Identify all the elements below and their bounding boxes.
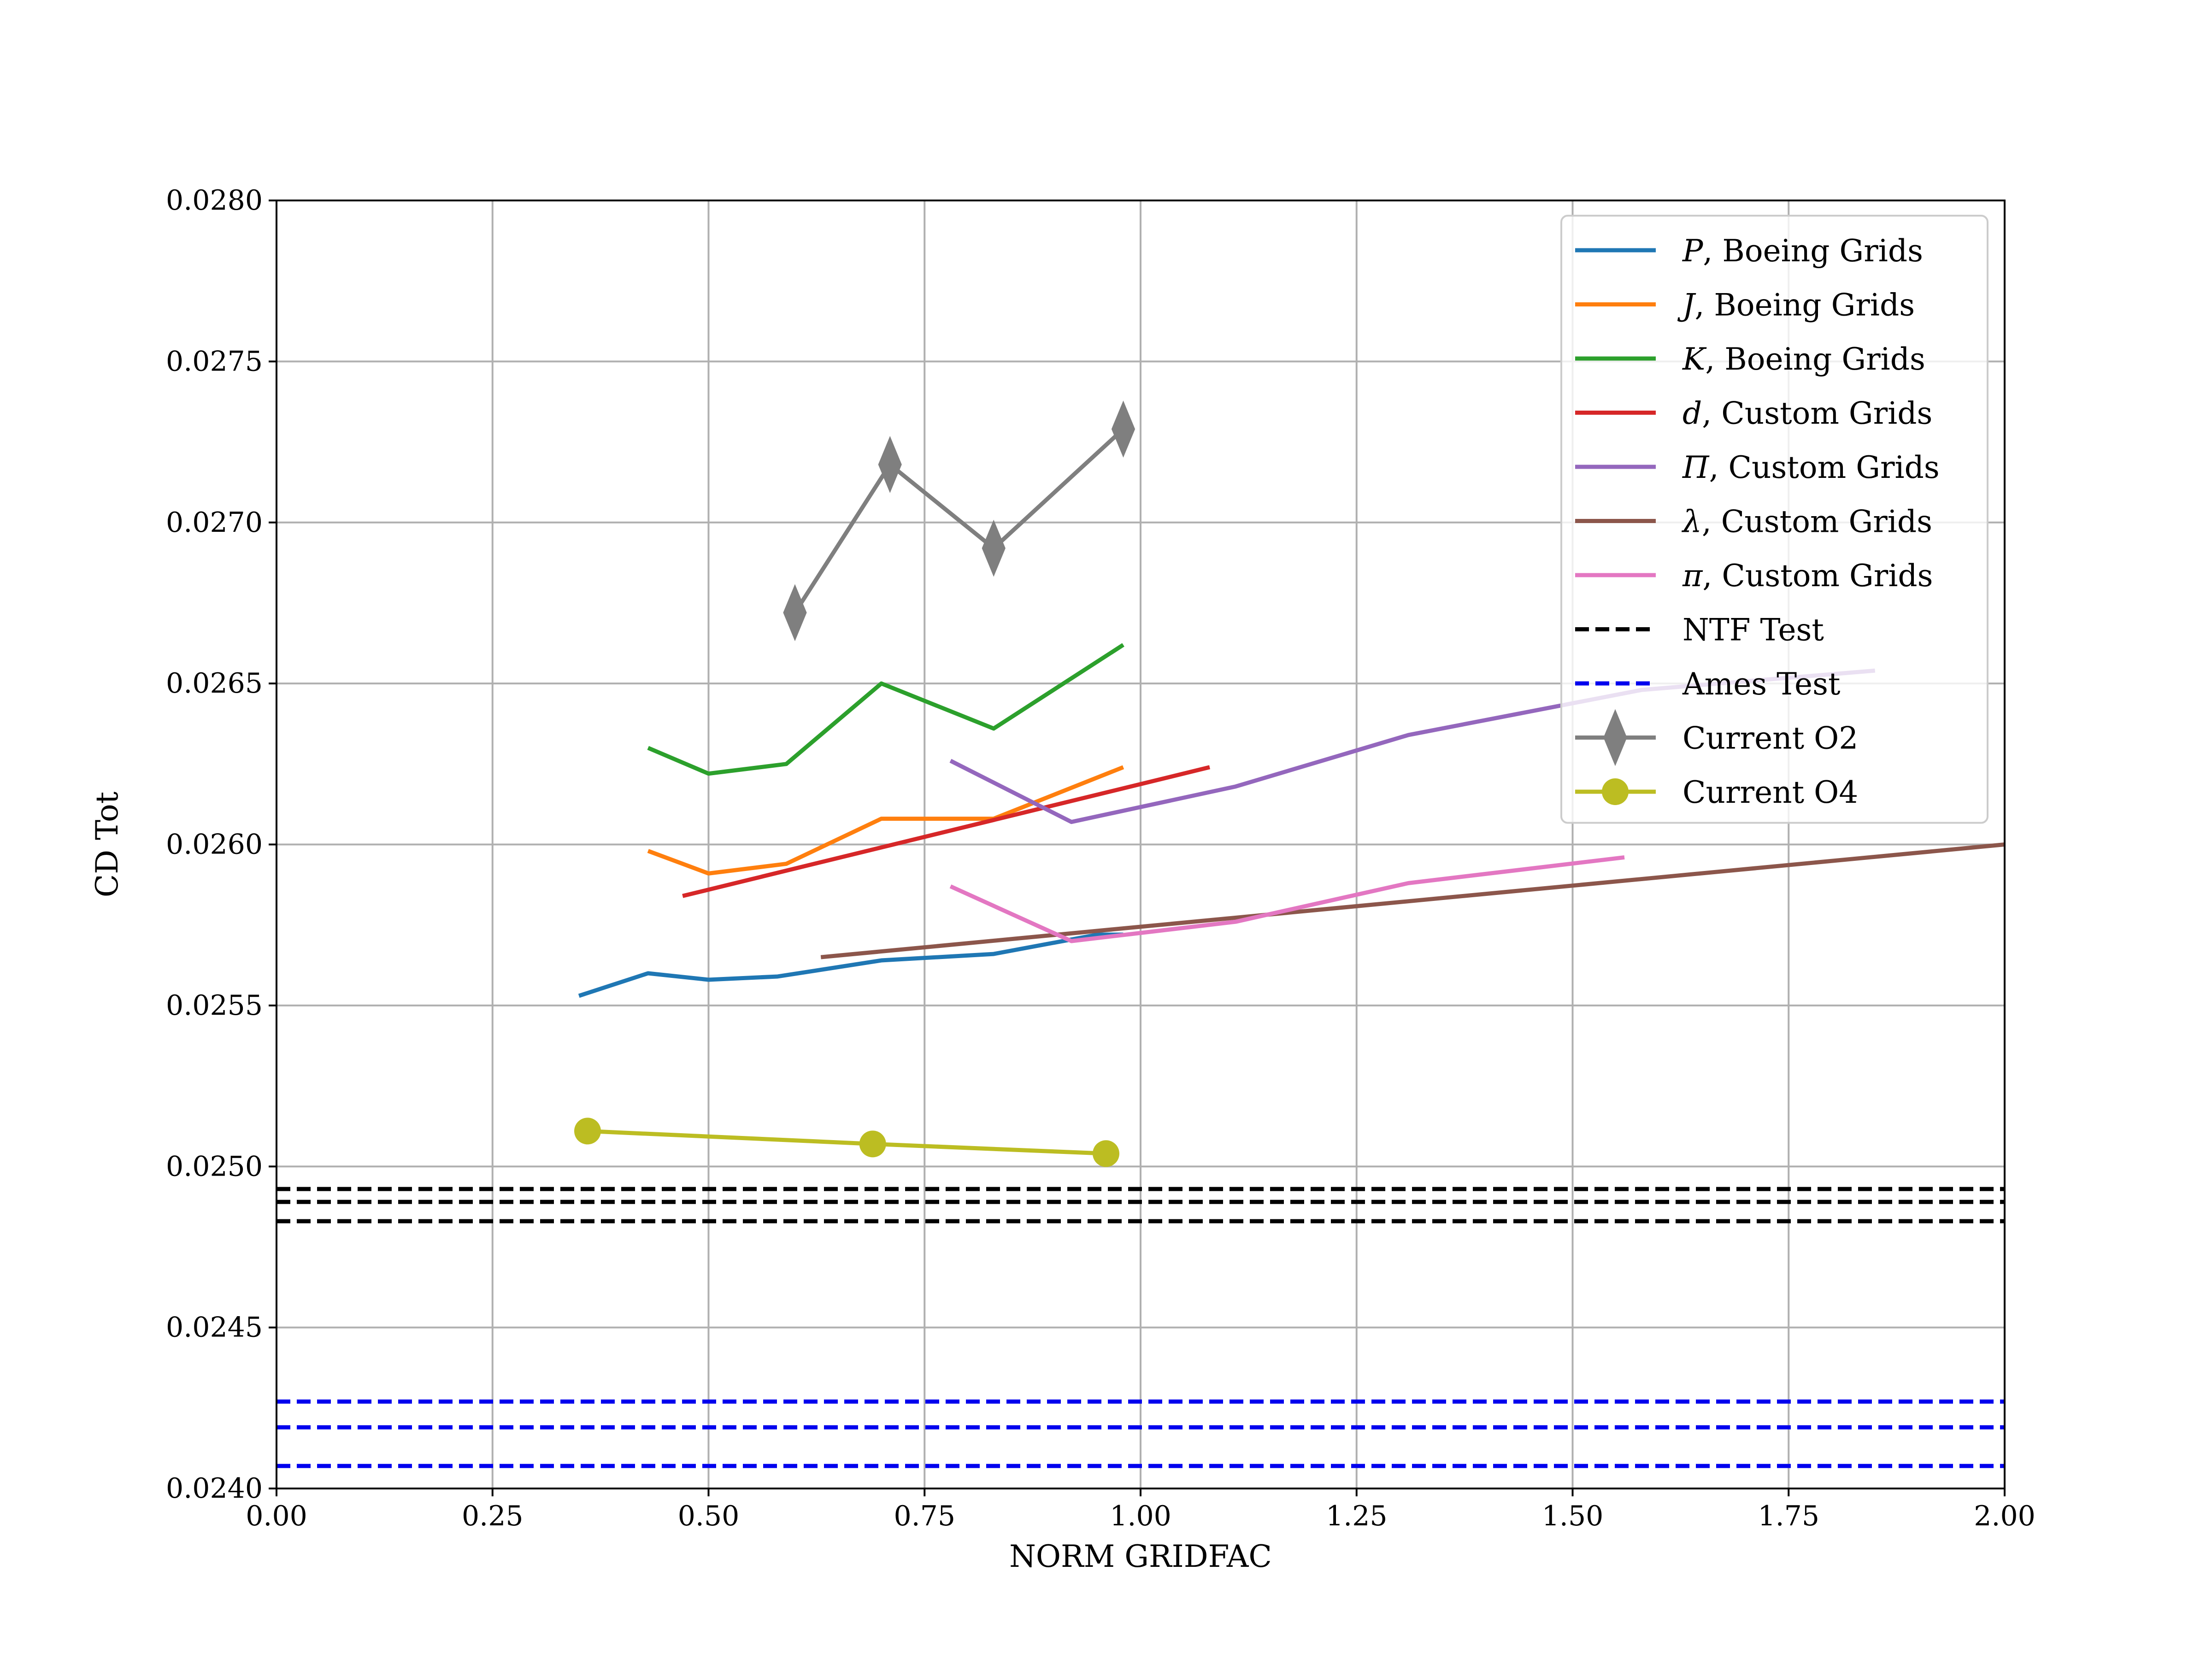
data-point-diamond [982,519,1006,577]
series-8-ames-test [276,1399,2005,1468]
legend-label: π, Custom Grids [1682,558,1933,594]
legend-symbol: K [1682,341,1707,377]
ticks: 0.00 0.25 0.50 0.75 1.00 1.25 1.50 1.75 2.00 0.02… [166,184,2036,1532]
legend-label: d, Custom Grids [1683,396,1932,431]
legend-suffix: , Boeing Grids [1694,288,1915,323]
data-point-circle [1602,778,1629,805]
series-line [682,765,1211,898]
y-tick-label: 0.0260 [166,829,263,861]
legend-label: λ, Custom Grids [1681,504,1932,540]
legend-suffix: Current O2 [1683,721,1858,756]
x-tick-label: 2.00 [1974,1500,2036,1532]
series-3-custom-grids [682,765,1211,898]
series-line [578,932,1124,998]
legend-symbol: π [1682,558,1703,594]
legend-symbol: P [1682,233,1704,269]
legend-item: K, Boeing Grids [1575,341,1925,377]
legend-item: J, Boeing Grids [1575,288,1915,323]
x-tick-label: 0.00 [246,1500,307,1532]
legend-label: Ames Test [1682,666,1841,702]
series-10-current-o4 [574,1118,1119,1167]
legend-label: NTF Test [1683,612,1824,648]
legend-label: J, Boeing Grids [1677,288,1915,323]
x-tick-label: 0.25 [462,1500,524,1532]
legend-suffix: Ames Test [1682,666,1841,702]
legend-item: P, Boeing Grids [1575,233,1923,269]
x-tick-label: 0.50 [678,1500,740,1532]
data-point-diamond [878,436,902,493]
y-tick-label: 0.0250 [166,1150,263,1182]
series-line [647,765,1124,876]
legend-item: Current O4 [1575,775,1858,810]
y-tick-label: 0.0255 [166,989,263,1022]
series-6-custom-grids [949,855,1625,943]
legend-symbol: d [1683,396,1702,431]
x-tick-label: 1.25 [1326,1500,1388,1532]
legend-item: Current O2 [1575,709,1858,766]
legend-item: λ, Custom Grids [1575,504,1932,540]
data-point-circle [1093,1140,1119,1167]
legend-suffix: , Boeing Grids [1703,233,1923,269]
legend-item: Ames Test [1575,666,1841,702]
legend-suffix: , Custom Grids [1709,450,1940,485]
series-0-boeing-grids [578,932,1124,998]
y-tick-label: 0.0245 [166,1312,263,1344]
y-tick-label: 0.0275 [166,345,263,377]
data-point-diamond [783,584,807,641]
data-point-diamond [1111,400,1135,458]
legend-suffix: , Boeing Grids [1705,341,1925,377]
legend-label: Current O4 [1683,775,1858,810]
legend-suffix: , Custom Grids [1702,396,1932,431]
legend-suffix: NTF Test [1683,612,1824,648]
x-axis-label: NORM GRIDFAC [1009,1539,1272,1574]
data-point-circle [859,1130,886,1158]
legend-item: NTF Test [1575,612,1824,648]
legend-item: Π, Custom Grids [1575,450,1940,485]
legend-item: d, Custom Grids [1575,396,1932,431]
series-1-boeing-grids [647,765,1124,876]
data-point-circle [574,1118,601,1145]
y-tick-label: 0.0280 [166,184,263,217]
y-axis-label: CD Tot [89,792,125,898]
x-tick-label: 1.75 [1758,1500,1819,1532]
legend-symbol: λ [1681,504,1702,540]
legend-label: Current O2 [1683,721,1858,756]
series-line [793,427,1125,614]
series-line [820,842,2005,959]
legend-symbol: Π [1682,450,1710,485]
series-line [949,855,1625,943]
legend-item: π, Custom Grids [1575,558,1933,594]
y-tick-label: 0.0265 [166,667,263,700]
y-tick-label: 0.0240 [166,1472,263,1505]
series-7-ntf-test [276,1187,2005,1224]
legend-box [1560,215,1988,824]
series-line [647,643,1124,776]
legend-label: K, Boeing Grids [1682,341,1925,377]
series-9-current-o2 [783,400,1135,641]
series-layer [276,400,2005,1468]
legend-suffix: Current O4 [1683,775,1858,810]
series-5-custom-grids [820,842,2005,959]
x-tick-label: 1.00 [1110,1500,1171,1532]
legend-suffix: , Custom Grids [1702,558,1933,594]
y-tick-label: 0.0270 [166,506,263,539]
legend-label: Π, Custom Grids [1682,450,1940,485]
series-2-boeing-grids [647,643,1124,776]
legend-suffix: , Custom Grids [1702,504,1932,540]
legend-label: P, Boeing Grids [1682,233,1923,269]
x-tick-label: 1.50 [1542,1500,1604,1532]
x-tick-label: 0.75 [894,1500,955,1532]
data-point-diamond [1603,709,1627,766]
